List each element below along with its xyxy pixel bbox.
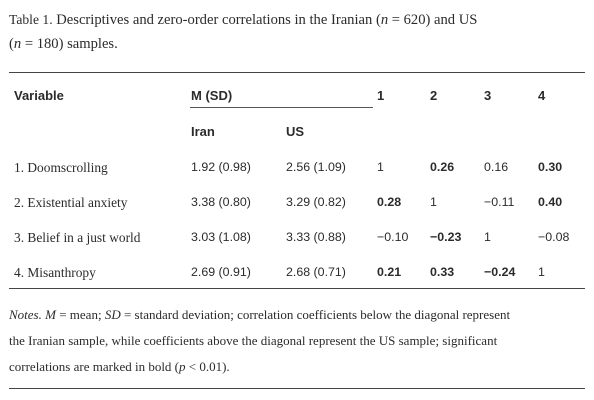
caption-label: Table 1. xyxy=(9,12,53,27)
mean-sd-iran: 1.92 (0.98) xyxy=(191,160,251,174)
correlation-cell: 0.26 xyxy=(430,160,455,174)
notes-bottom-rule xyxy=(9,388,585,389)
correlation-cell: 1 xyxy=(430,195,437,209)
notes-label: Notes. xyxy=(9,307,42,322)
header-col-2: 2 xyxy=(430,88,438,103)
correlation-cell: 1 xyxy=(484,230,491,244)
header-variable: Variable xyxy=(14,88,64,103)
header-iran: Iran xyxy=(191,124,215,139)
variable-name: 1. Doomscrolling xyxy=(14,160,108,175)
header-col-1: 1 xyxy=(377,88,385,103)
correlation-cell: 1 xyxy=(377,160,384,174)
variable-name: 4. Misanthropy xyxy=(14,265,96,280)
caption-n-symbol-2: n xyxy=(13,36,22,52)
correlation-cell: 0.21 xyxy=(377,265,402,279)
correlation-cell: 0.16 xyxy=(484,160,509,174)
mean-sd-us: 3.29 (0.82) xyxy=(286,195,346,209)
variable-name: 2. Existential anxiety xyxy=(14,195,128,210)
caption-n-iran: = 620) and US xyxy=(388,12,478,28)
msd-subheader-rule xyxy=(190,107,373,108)
table-notes: Notes. M = mean; SD = standard deviation… xyxy=(9,302,585,380)
header-msd: M (SD) xyxy=(191,88,233,103)
notes-line-3: correlations are marked in bold ( xyxy=(9,359,180,374)
correlation-cell: −0.24 xyxy=(484,265,516,279)
caption-paren: ( xyxy=(9,36,14,52)
caption-text: Descriptives and zero-order correlations… xyxy=(52,12,381,28)
correlation-cell: −0.08 xyxy=(538,230,570,244)
correlation-cell: 0.28 xyxy=(377,195,402,209)
mean-sd-iran: 3.38 (0.80) xyxy=(191,195,251,209)
mean-sd-us: 2.68 (0.71) xyxy=(286,265,346,279)
notes-line-3-end: < 0.01). xyxy=(185,359,230,374)
notes-line-2: the Iranian sample, while coefficients a… xyxy=(9,333,498,348)
correlation-cell: −0.23 xyxy=(430,230,462,244)
correlation-cell: 1 xyxy=(538,265,545,279)
table-figure: Table 1. Descriptives and zero-order cor… xyxy=(9,8,585,389)
notes-p-symbol: p xyxy=(179,359,186,374)
correlation-cell: −0.10 xyxy=(377,230,409,244)
mean-sd-us: 2.56 (1.09) xyxy=(286,160,346,174)
variable-name: 3. Belief in a just world xyxy=(14,230,141,245)
caption-n-us: = 180) samples. xyxy=(21,36,118,52)
notes-m-definition: = mean; xyxy=(55,307,105,322)
notes-m-symbol: M xyxy=(45,307,56,322)
header-col-3: 3 xyxy=(484,88,492,103)
table-bottom-rule xyxy=(9,288,585,289)
header-us: US xyxy=(286,124,305,139)
table-top-rule xyxy=(9,72,585,73)
correlation-cell: 0.40 xyxy=(538,195,563,209)
notes-sd-definition: = standard deviation; correlation coeffi… xyxy=(120,307,511,322)
correlation-cell: 0.33 xyxy=(430,265,455,279)
correlation-cell: 0.30 xyxy=(538,160,563,174)
correlation-cell: −0.11 xyxy=(484,195,515,209)
mean-sd-us: 3.33 (0.88) xyxy=(286,230,346,244)
mean-sd-iran: 3.03 (1.08) xyxy=(191,230,251,244)
table-caption: Table 1. Descriptives and zero-order cor… xyxy=(9,8,585,56)
mean-sd-iran: 2.69 (0.91) xyxy=(191,265,251,279)
header-col-4: 4 xyxy=(538,88,546,103)
notes-sd-symbol: SD xyxy=(104,307,121,322)
caption-n-symbol: n xyxy=(380,12,389,28)
